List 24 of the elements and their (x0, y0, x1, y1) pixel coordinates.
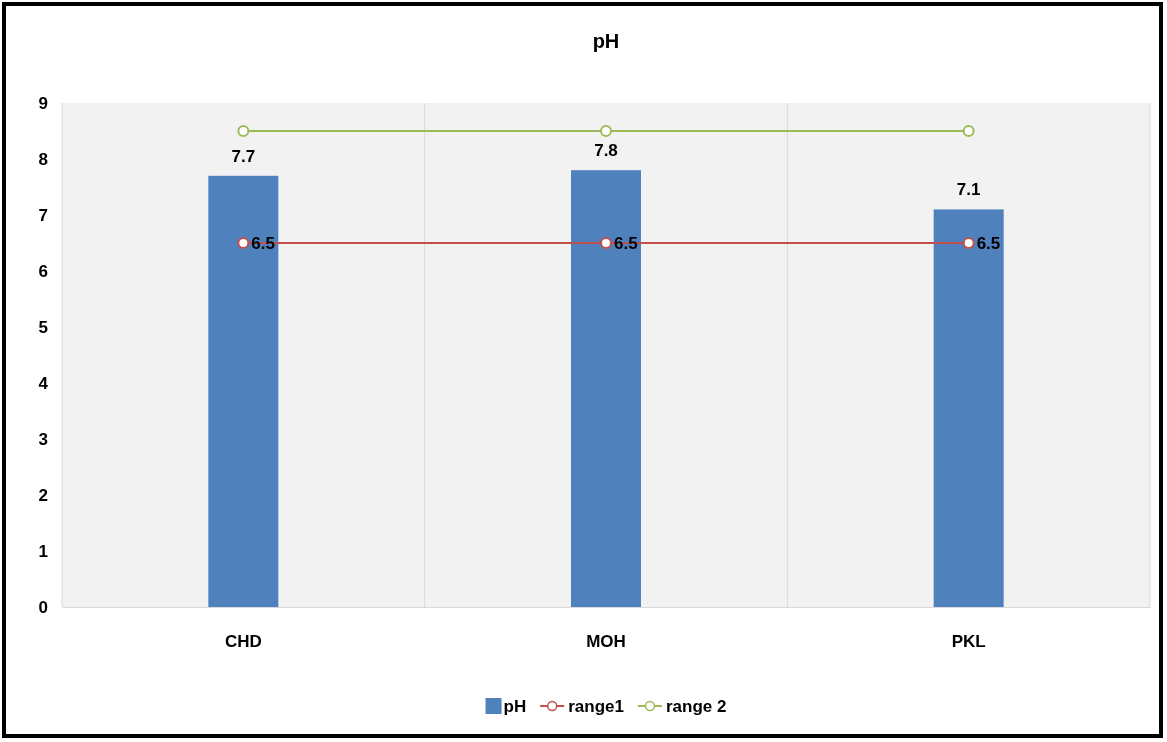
y-tick-label: 7 (38, 205, 48, 225)
data-label: 7.1 (956, 180, 981, 200)
x-tick-label: PKL (951, 632, 986, 652)
data-label: 7.8 (594, 141, 618, 161)
y-tick-label: 8 (38, 149, 48, 169)
y-tick-label: 3 (38, 429, 48, 449)
bar (933, 209, 1004, 607)
x-tick-label: CHD (224, 632, 262, 652)
y-tick-label: 2 (38, 485, 48, 505)
data-label: 7.7 (231, 146, 256, 166)
y-tick-label: 6 (38, 261, 48, 281)
legend-label: range1 (568, 697, 624, 716)
data-label: 6.5 (976, 234, 1001, 253)
x-tick-label: MOH (586, 632, 626, 652)
legend-label: range 2 (665, 697, 727, 716)
y-tick-label: 9 (38, 93, 48, 113)
bar (571, 170, 641, 607)
y-tick-label: 1 (38, 541, 48, 561)
bar (208, 175, 279, 607)
chart-title: pH (592, 30, 620, 52)
legend-label: pH (503, 697, 527, 716)
y-tick-label: 0 (38, 597, 48, 617)
y-tick-label: 5 (38, 317, 48, 337)
y-tick-label: 4 (38, 373, 49, 393)
